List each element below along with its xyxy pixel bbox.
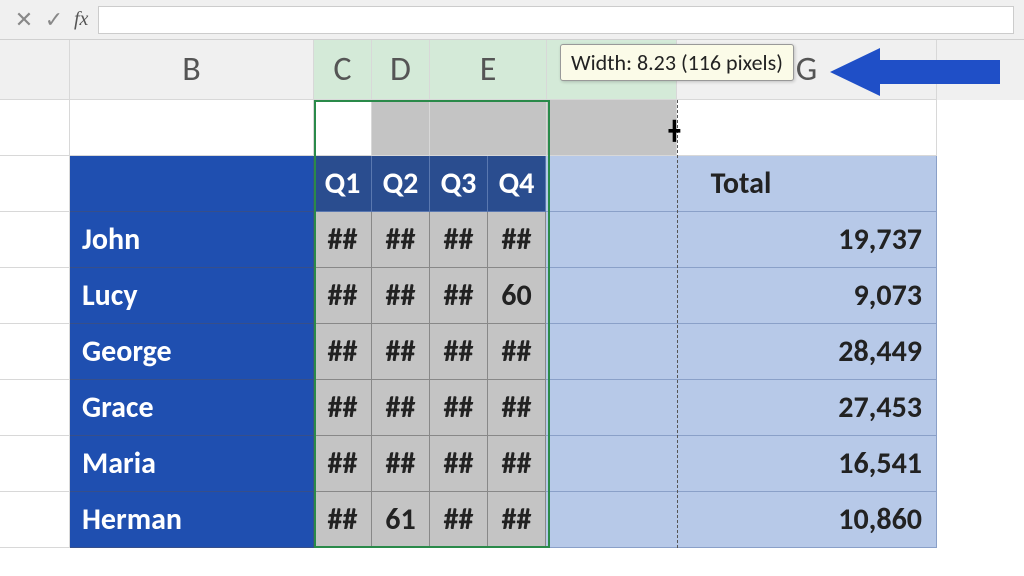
cell[interactable] xyxy=(0,324,70,380)
q3-cell[interactable]: ## xyxy=(430,268,488,324)
q1-cell[interactable]: ## xyxy=(314,380,372,436)
cell[interactable] xyxy=(430,100,547,156)
table-row: Grace########27,453 xyxy=(0,380,1024,436)
q1-cell[interactable]: ## xyxy=(314,492,372,548)
name-cell[interactable]: Herman xyxy=(70,492,314,548)
cell[interactable] xyxy=(0,212,70,268)
name-cell[interactable]: Lucy xyxy=(70,268,314,324)
cell[interactable] xyxy=(0,380,70,436)
q1-header[interactable]: Q1 xyxy=(314,156,372,212)
formula-bar: ✕ ✓ fx xyxy=(0,0,1024,40)
rows: Q1 Q2 Q3 Q4 Total John########19,737Lucy… xyxy=(0,100,1024,548)
cell[interactable] xyxy=(0,492,70,548)
table-row: Lucy######609,073 xyxy=(0,268,1024,324)
formula-input[interactable] xyxy=(98,6,1014,34)
col-header-C[interactable]: C xyxy=(314,40,372,100)
q3-cell[interactable]: ## xyxy=(430,212,488,268)
resize-cursor-icon: ╋ xyxy=(669,120,676,142)
table-row: George########28,449 xyxy=(0,324,1024,380)
blank-row xyxy=(0,100,1024,156)
col-header-gutter xyxy=(0,40,70,100)
total-cell[interactable]: 27,453 xyxy=(546,380,937,436)
cell[interactable] xyxy=(0,156,70,212)
spreadsheet-grid[interactable]: B C D E F G Q1 Q2 Q3 Q4 Total John#### xyxy=(0,40,1024,548)
q3-cell[interactable]: ## xyxy=(430,492,488,548)
table-row: John########19,737 xyxy=(0,212,1024,268)
cell[interactable] xyxy=(0,268,70,324)
name-cell[interactable]: George xyxy=(70,324,314,380)
name-cell[interactable]: John xyxy=(70,212,314,268)
total-cell[interactable]: 16,541 xyxy=(546,436,937,492)
cell[interactable] xyxy=(314,100,372,156)
resize-guide-line xyxy=(677,100,678,548)
cell[interactable] xyxy=(677,100,937,156)
total-cell[interactable]: 28,449 xyxy=(546,324,937,380)
q3-cell[interactable]: ## xyxy=(430,324,488,380)
q2-cell[interactable]: 61 xyxy=(372,492,430,548)
table-header-row: Q1 Q2 Q3 Q4 Total xyxy=(0,156,1024,212)
total-cell[interactable]: 19,737 xyxy=(546,212,937,268)
name-header[interactable] xyxy=(70,156,314,212)
q2-cell[interactable]: ## xyxy=(372,324,430,380)
q1-cell[interactable]: ## xyxy=(314,324,372,380)
column-width-tooltip: Width: 8.23 (116 pixels) xyxy=(560,44,794,81)
q3-header[interactable]: Q3 xyxy=(430,156,488,212)
q3-cell[interactable]: ## xyxy=(430,436,488,492)
q4-cell[interactable]: ## xyxy=(488,380,546,436)
table-row: Herman##61####10,860 xyxy=(0,492,1024,548)
q1-cell[interactable]: ## xyxy=(314,436,372,492)
total-header[interactable]: Total xyxy=(546,156,937,212)
col-header-E[interactable]: E xyxy=(430,40,547,100)
fx-icon[interactable]: fx xyxy=(74,8,88,31)
q4-cell[interactable]: ## xyxy=(488,324,546,380)
confirm-icon[interactable]: ✓ xyxy=(40,6,68,34)
q4-header[interactable]: Q4 xyxy=(488,156,546,212)
q2-cell[interactable]: ## xyxy=(372,380,430,436)
cell[interactable] xyxy=(70,100,314,156)
q3-cell[interactable]: ## xyxy=(430,380,488,436)
cell[interactable] xyxy=(547,100,677,156)
q4-cell[interactable]: 60 xyxy=(488,268,546,324)
cell[interactable] xyxy=(0,436,70,492)
cell[interactable] xyxy=(372,100,430,156)
total-cell[interactable]: 10,860 xyxy=(546,492,937,548)
q4-cell[interactable]: ## xyxy=(488,212,546,268)
q2-cell[interactable]: ## xyxy=(372,212,430,268)
cell[interactable] xyxy=(0,100,70,156)
col-header-D[interactable]: D xyxy=(372,40,430,100)
col-header-B[interactable]: B xyxy=(70,40,314,100)
q1-cell[interactable]: ## xyxy=(314,212,372,268)
name-cell[interactable]: Grace xyxy=(70,380,314,436)
name-cell[interactable]: Maria xyxy=(70,436,314,492)
cancel-icon[interactable]: ✕ xyxy=(10,6,38,34)
q2-cell[interactable]: ## xyxy=(372,436,430,492)
q1-cell[interactable]: ## xyxy=(314,268,372,324)
q4-cell[interactable]: ## xyxy=(488,436,546,492)
table-row: Maria########16,541 xyxy=(0,436,1024,492)
annotation-arrow-icon xyxy=(830,44,1000,100)
q4-cell[interactable]: ## xyxy=(488,492,546,548)
q2-header[interactable]: Q2 xyxy=(372,156,430,212)
q2-cell[interactable]: ## xyxy=(372,268,430,324)
total-cell[interactable]: 9,073 xyxy=(546,268,937,324)
